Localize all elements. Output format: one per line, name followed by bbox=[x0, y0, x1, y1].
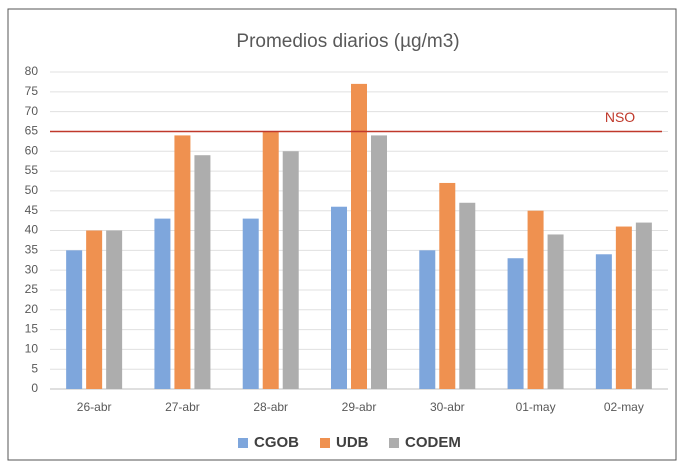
bar bbox=[242, 218, 259, 389]
y-tick-label: 15 bbox=[25, 322, 39, 336]
x-tick-label: 27-abr bbox=[165, 400, 200, 414]
bar bbox=[331, 206, 347, 389]
reference-label: NSO bbox=[605, 109, 635, 125]
y-tick-label: 30 bbox=[25, 262, 39, 276]
y-tick-label: 20 bbox=[25, 302, 39, 316]
x-tick-label: 02-may bbox=[604, 400, 644, 414]
y-tick-label: 75 bbox=[25, 84, 39, 98]
bar bbox=[547, 234, 564, 389]
chart-title: Promedios diarios (µg/m3) bbox=[236, 31, 459, 52]
bar bbox=[282, 151, 299, 389]
bar bbox=[194, 155, 211, 389]
y-tick-label: 80 bbox=[25, 64, 39, 78]
bar bbox=[635, 222, 652, 389]
y-tick-label: 5 bbox=[31, 361, 38, 375]
legend-label: UDB bbox=[336, 434, 369, 451]
y-tick-label: 55 bbox=[25, 163, 39, 177]
bar bbox=[154, 218, 171, 389]
legend-swatch bbox=[320, 438, 330, 448]
bar bbox=[174, 135, 191, 389]
bar bbox=[66, 250, 83, 389]
y-tick-label: 10 bbox=[25, 342, 39, 356]
y-tick-label: 0 bbox=[31, 381, 38, 395]
bar bbox=[527, 210, 544, 389]
x-tick-label: 28-abr bbox=[253, 400, 288, 414]
bar bbox=[371, 135, 387, 389]
legend-label: CGOB bbox=[254, 434, 299, 451]
y-tick-label: 25 bbox=[25, 282, 39, 296]
bar bbox=[615, 226, 632, 389]
bar bbox=[262, 131, 279, 389]
y-tick-label: 45 bbox=[25, 203, 39, 217]
y-tick-label: 50 bbox=[25, 183, 39, 197]
x-tick-label: 29-abr bbox=[342, 400, 377, 414]
bar bbox=[351, 83, 367, 389]
bar bbox=[507, 258, 524, 389]
bar bbox=[419, 250, 436, 389]
legend-swatch bbox=[389, 438, 399, 448]
y-tick-label: 60 bbox=[25, 143, 39, 157]
legend-label: CODEM bbox=[405, 434, 461, 451]
bar bbox=[86, 230, 103, 389]
x-tick-label: 26-abr bbox=[77, 400, 112, 414]
y-tick-label: 65 bbox=[25, 124, 39, 138]
bar bbox=[439, 182, 456, 389]
legend-swatch bbox=[238, 438, 248, 448]
bar bbox=[106, 230, 123, 389]
x-tick-label: 30-abr bbox=[430, 400, 465, 414]
y-tick-label: 70 bbox=[25, 104, 39, 118]
y-tick-label: 40 bbox=[25, 223, 39, 237]
x-tick-label: 01-may bbox=[516, 400, 556, 414]
y-tick-label: 35 bbox=[25, 242, 39, 256]
bar bbox=[459, 202, 476, 389]
bar bbox=[595, 254, 612, 389]
